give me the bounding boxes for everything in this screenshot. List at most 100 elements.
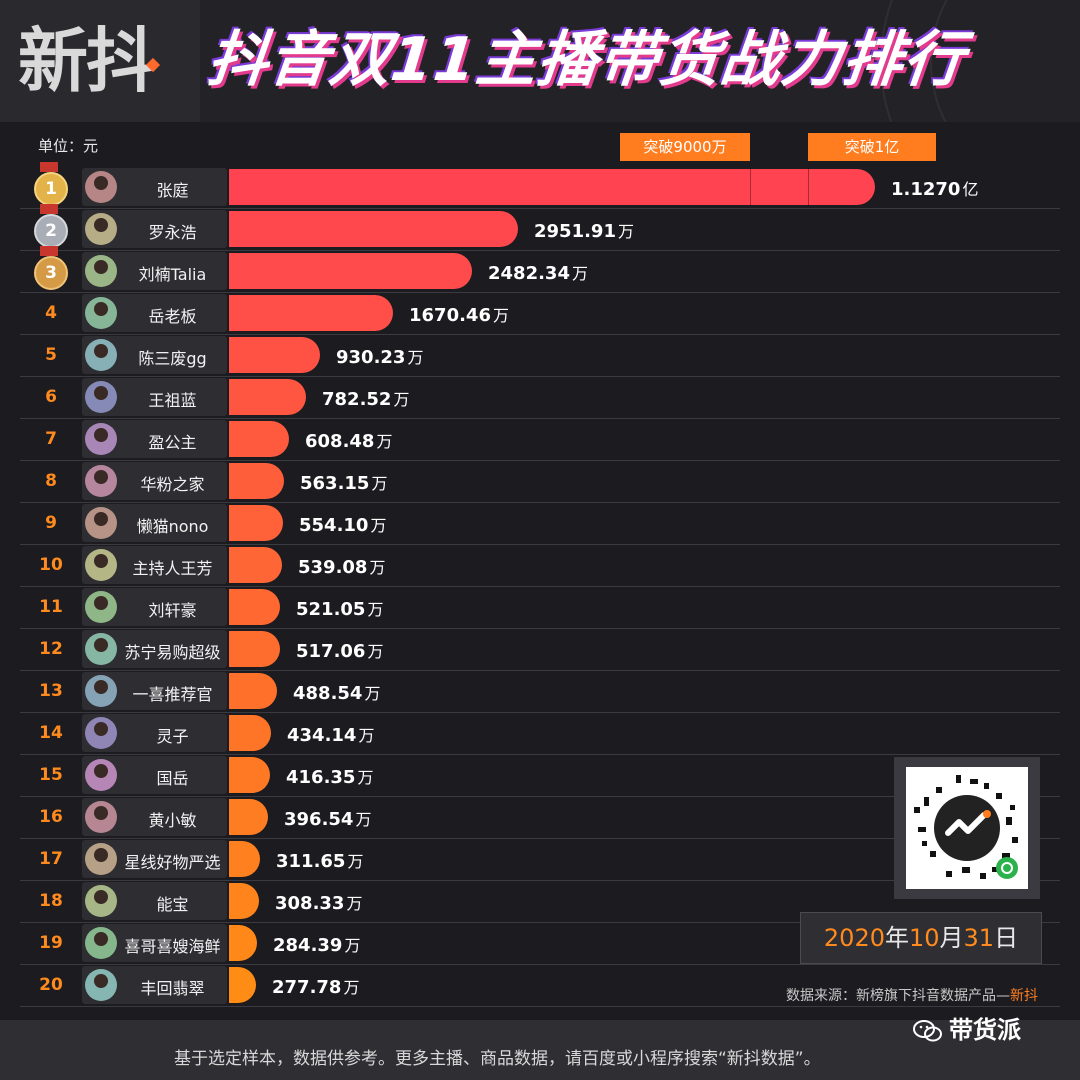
value-number: 2482.34 — [488, 263, 570, 284]
value-label: 2951.91 万 — [534, 218, 634, 242]
value-unit: 万 — [393, 390, 410, 409]
value-unit: 万 — [407, 348, 424, 367]
date-month-char: 月 — [939, 924, 964, 952]
threshold-line — [750, 168, 751, 206]
value-label: 284.39 万 — [273, 932, 360, 956]
date-year-char: 年 — [884, 924, 909, 952]
avatar-head — [94, 890, 108, 904]
avatar-head — [94, 554, 108, 568]
avatar-head — [94, 638, 108, 652]
date-stamp: 2020年10月31日 — [800, 912, 1042, 964]
decor-ring — [880, 0, 1080, 122]
streamer-name: 灵子 — [156, 727, 189, 746]
avatar — [85, 843, 117, 875]
avatar — [85, 969, 117, 1001]
streamer-name: 苏宁易购超级 — [124, 643, 221, 662]
table-row: 10 主持人王芳 539.08 万 — [20, 544, 1060, 587]
streamer-cell: 黄小敏 — [82, 798, 227, 836]
table-row: 20 丰回翡翠 277.78 万 — [20, 964, 1060, 1007]
streamer-cell: 陈三废gg — [82, 336, 227, 374]
streamer-cell: 罗永浩 — [82, 210, 227, 248]
streamer-cell: 刘楠Talia — [82, 252, 227, 290]
value-label: 416.35 万 — [286, 764, 373, 788]
avatar-head — [94, 428, 108, 442]
streamer-cell: 懒猫nono — [82, 504, 227, 542]
streamer-cell: 国岳 — [82, 756, 227, 794]
medal-ribbon-icon — [40, 162, 58, 172]
table-row: 13 一喜推荐官 488.54 万 — [20, 670, 1060, 713]
value-number: 396.54 — [284, 809, 354, 830]
value-label: 434.14 万 — [287, 722, 374, 746]
streamer-cell: 主持人王芳 — [82, 546, 227, 584]
avatar-head — [94, 722, 108, 736]
value-label: 311.65 万 — [276, 848, 363, 872]
avatar — [85, 255, 117, 287]
streamer-cell: 王祖蓝 — [82, 378, 227, 416]
value-label: 277.78 万 — [272, 974, 359, 998]
avatar — [85, 885, 117, 917]
bar — [229, 715, 271, 751]
value-label: 608.48 万 — [305, 428, 392, 452]
table-row: 18 能宝 308.33 万 — [20, 880, 1060, 923]
streamer-name: 国岳 — [156, 769, 189, 788]
rank-medal-icon: 2 — [34, 214, 68, 248]
rank-medal-icon: 1 — [34, 172, 68, 206]
rank-number: 9 — [45, 513, 57, 533]
footer-note: 基于选定样本，数据供参考。更多主播、商品数据，请百度或小程序搜索“新抖数据”。 — [174, 1049, 821, 1069]
value-label: 539.08 万 — [298, 554, 385, 578]
logo-text: 新抖 — [18, 20, 156, 102]
table-row: 19 喜哥喜嫂海鲜 284.39 万 — [20, 922, 1060, 965]
value-unit: 亿 — [962, 180, 979, 199]
streamer-cell: 能宝 — [82, 882, 227, 920]
bar — [229, 337, 320, 373]
streamer-cell: 灵子 — [82, 714, 227, 752]
value-unit: 万 — [492, 306, 509, 325]
source-brand: 新抖 — [1010, 988, 1038, 1004]
streamer-cell: 张庭 — [82, 168, 227, 206]
value-unit: 万 — [371, 474, 388, 493]
streamer-name: 能宝 — [156, 895, 189, 914]
value-unit: 万 — [571, 264, 588, 283]
table-row: 5 陈三废gg 930.23 万 — [20, 334, 1060, 377]
bar — [229, 379, 306, 415]
medal-ribbon-icon — [40, 246, 58, 256]
rank-number: 19 — [39, 933, 63, 953]
table-row: 3 刘楠Talia 2482.34 万 — [20, 246, 1060, 293]
streamer-name: 陈三废gg — [138, 349, 207, 368]
date-day: 31 — [963, 924, 995, 952]
avatar-head — [94, 344, 108, 358]
value-number: 782.52 — [322, 389, 392, 410]
rank-number: 15 — [39, 765, 63, 785]
rank-number: 20 — [39, 975, 63, 995]
rank-medal-icon: 3 — [34, 256, 68, 290]
decor-ring — [930, 0, 1080, 122]
date-year: 2020 — [823, 924, 885, 952]
avatar — [85, 549, 117, 581]
streamer-cell: 苏宁易购超级 — [82, 630, 227, 668]
value-unit: 万 — [357, 768, 374, 787]
value-label: 782.52 万 — [322, 386, 409, 410]
table-row: 12 苏宁易购超级 517.06 万 — [20, 628, 1060, 671]
avatar — [85, 507, 117, 539]
value-unit: 万 — [355, 810, 372, 829]
value-unit: 万 — [617, 222, 634, 241]
value-number: 2951.91 — [534, 221, 616, 242]
value-label: 517.06 万 — [296, 638, 383, 662]
value-unit: 万 — [376, 432, 393, 451]
mini-program-qr-icon — [914, 775, 1018, 879]
streamer-cell: 喜哥喜嫂海鲜 — [82, 924, 227, 962]
value-number: 539.08 — [298, 557, 368, 578]
streamer-name: 华粉之家 — [140, 475, 205, 494]
value-unit: 万 — [364, 684, 381, 703]
streamer-cell: 盈公主 — [82, 420, 227, 458]
value-number: 277.78 — [272, 977, 342, 998]
value-label: 1670.46 万 — [409, 302, 509, 326]
table-row: 2 罗永浩 2951.91 万 — [20, 204, 1060, 251]
bar — [229, 589, 280, 625]
avatar — [85, 927, 117, 959]
avatar — [85, 591, 117, 623]
value-number: 284.39 — [273, 935, 343, 956]
bar — [229, 673, 277, 709]
streamer-name: 罗永浩 — [148, 223, 197, 242]
value-number: 308.33 — [275, 893, 345, 914]
